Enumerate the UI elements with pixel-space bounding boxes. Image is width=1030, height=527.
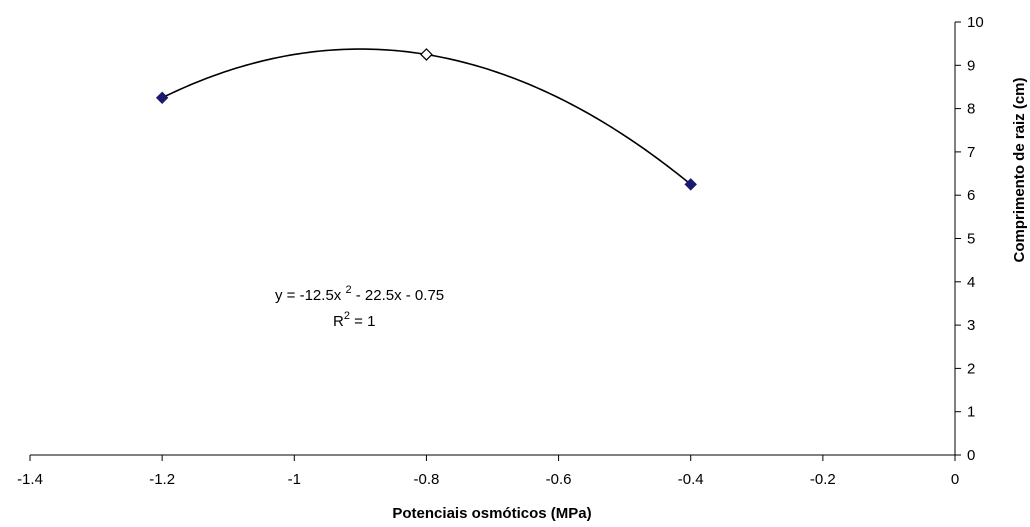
x-tick-label: -1	[288, 471, 301, 488]
data-point-marker	[684, 178, 697, 191]
trendline-r-squared: R2 = 1	[333, 310, 375, 330]
y-tick-label: 1	[967, 404, 975, 421]
y-tick-label: 7	[967, 144, 975, 161]
y-tick-label: 8	[967, 101, 975, 118]
y-tick-label: 9	[967, 57, 975, 74]
x-axis-title: Potenciais osmóticos (MPa)	[392, 505, 591, 522]
trendline	[161, 48, 692, 185]
y-ticks: 0 1 2 3 4 5 6 7 8 9 10	[955, 14, 984, 464]
x-tick-label: 0	[951, 471, 959, 488]
y-tick-label: 10	[967, 14, 984, 31]
trendline-equation: y = -12.5x 2 - 22.5x - 0.75	[275, 284, 444, 304]
x-tick-label: -1.4	[17, 471, 43, 488]
x-tick-label: -0.2	[810, 471, 836, 488]
x-tick-label: -0.4	[678, 471, 704, 488]
y-tick-label: 4	[967, 274, 975, 291]
data-points	[155, 48, 697, 191]
y-tick-label: 6	[967, 187, 975, 204]
x-tick-label: -1.2	[149, 471, 175, 488]
y-axis-title: Comprimento de raiz (cm)	[1011, 77, 1028, 262]
y-tick-label: 5	[967, 231, 975, 248]
data-point-marker	[155, 91, 169, 104]
x-tick-label: -0.8	[413, 471, 439, 488]
y-tick-label: 3	[967, 317, 975, 334]
y-tick-label: 2	[967, 360, 975, 377]
x-ticks: -1.4 -1.2 -1 -0.8 -0.6 -0.4 -0.2 0	[17, 455, 959, 488]
x-tick-label: -0.6	[546, 471, 572, 488]
y-tick-label: 0	[967, 447, 975, 464]
data-point-marker	[420, 48, 433, 61]
